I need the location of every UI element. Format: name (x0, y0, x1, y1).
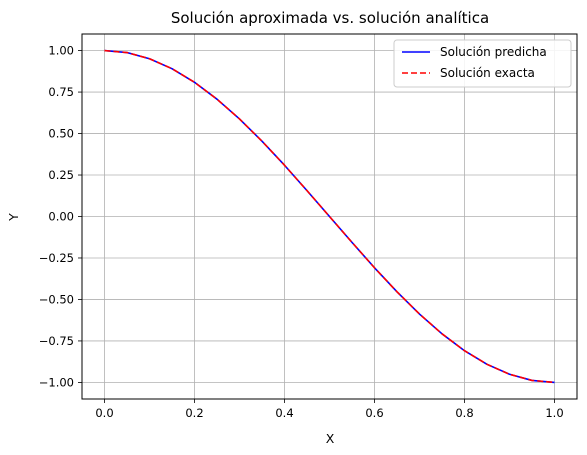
y-tick-label: −0.25 (39, 251, 74, 265)
x-tick-label: 0.4 (275, 406, 293, 420)
legend-box (393, 39, 572, 88)
y-tick-label: 0.00 (48, 210, 74, 224)
y-tick-label: −1.00 (39, 375, 74, 389)
x-tick-label: 1.0 (545, 406, 563, 420)
ticks: 0.0 0.2 0.4 0.6 0.8 1.0 1.00 0.75 0.50 0.25 0.00 −0… (39, 44, 564, 420)
y-tick-label: −0.50 (39, 292, 74, 306)
x-tick-label: 0.0 (95, 406, 113, 420)
legend: Solución predicha Solución exacta (393, 39, 572, 88)
y-tick-label: 1.00 (48, 44, 74, 58)
y-tick-label: −0.75 (39, 334, 74, 348)
x-tick-label: 0.8 (455, 406, 473, 420)
x-tick-label: 0.2 (185, 406, 203, 420)
y-tick-label: 0.50 (48, 127, 74, 141)
x-tick-label: 0.6 (365, 406, 383, 420)
chart-title: Solución aproximada vs. solución analíti… (171, 9, 489, 27)
y-axis-label: Y (6, 213, 21, 222)
y-tick-label: 0.75 (48, 85, 74, 99)
legend-label-2: Solución exacta (440, 66, 535, 80)
legend-label-1: Solución predicha (440, 45, 547, 59)
x-axis-label: X (326, 431, 335, 446)
series-line-2 (104, 49, 555, 384)
y-tick-label: 0.25 (48, 168, 74, 182)
series-layer (104, 49, 555, 384)
